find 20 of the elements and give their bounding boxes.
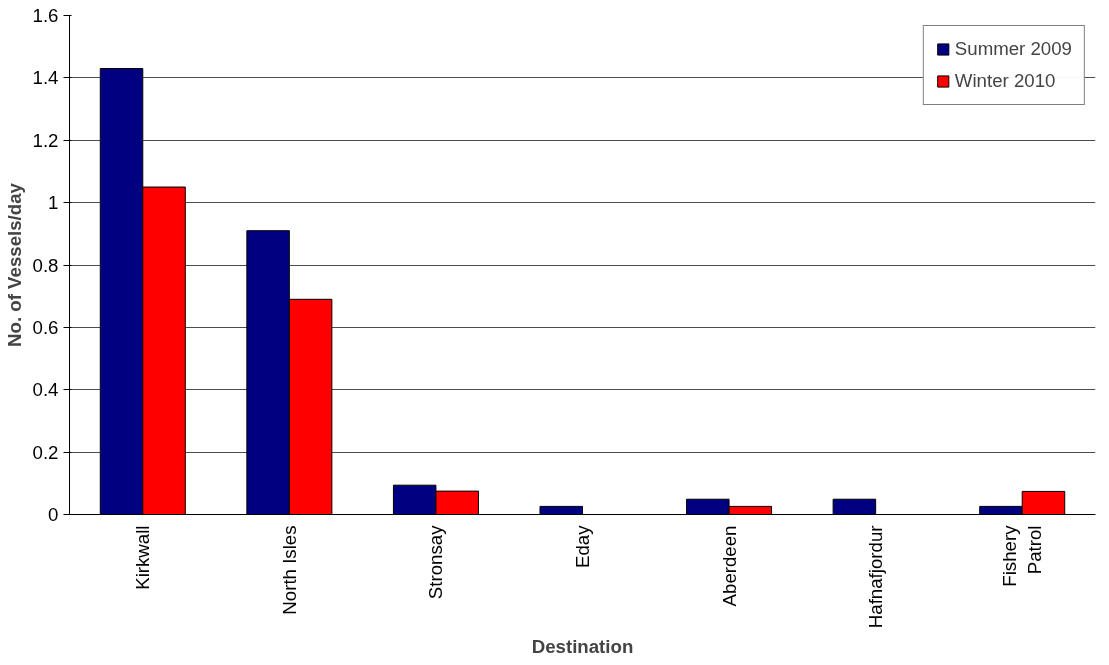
y-tick-label: 1	[48, 192, 59, 214]
y-axis-title: No. of Vessels/day	[3, 182, 25, 347]
x-tick-label: Kirkwall	[132, 525, 154, 590]
x-axis-title: Destination	[531, 636, 634, 658]
x-tick-label: Eday	[572, 524, 593, 569]
legend-label: Summer 2009	[954, 38, 1072, 60]
y-tick-label: 0.2	[32, 441, 59, 463]
y-tick-label: 0.4	[32, 379, 59, 401]
y-tick-label: 0	[48, 504, 59, 525]
x-tick-label: Aberdeen	[718, 525, 740, 607]
x-tick-label: Stronsay	[425, 524, 447, 600]
x-tick-label: North Isles	[278, 525, 300, 615]
y-tick-label: 1.2	[32, 129, 59, 151]
y-tick-label: 1.4	[32, 67, 59, 89]
x-tick-label: Hafnafjordur	[865, 525, 887, 629]
y-tick-label: 0.6	[32, 316, 59, 338]
legend-label: Winter 2010	[954, 70, 1056, 92]
y-tick-label: 1.6	[32, 5, 59, 26]
y-tick-label: 0.8	[32, 254, 59, 276]
x-tick-label: Fishery Patrol	[999, 524, 1046, 587]
